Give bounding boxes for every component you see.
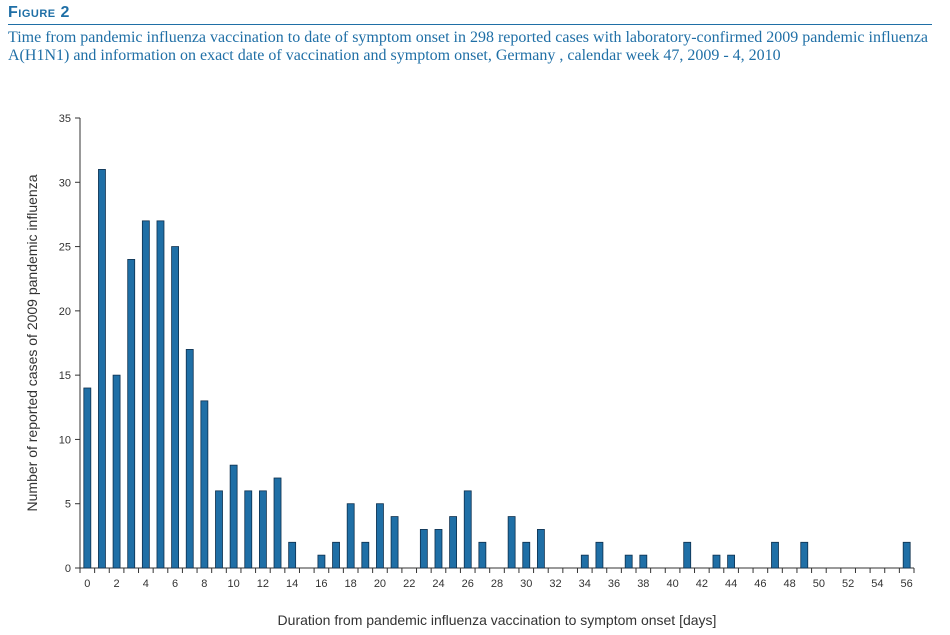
x-tick-label: 4: [143, 578, 149, 590]
x-tick-label: 28: [491, 578, 503, 590]
figure-label: Figure 2: [8, 4, 70, 21]
bar-day-34: [580, 554, 589, 569]
bar-day-24: [434, 529, 443, 569]
title-divider: [8, 24, 932, 25]
x-tick-label: 34: [579, 578, 591, 590]
bar-day-6: [171, 246, 180, 569]
bar-day-27: [478, 541, 487, 569]
bar-day-44: [727, 554, 736, 569]
bar-day-29: [507, 516, 516, 569]
x-tick-label: 50: [813, 578, 825, 590]
x-tick-label: 24: [432, 578, 444, 590]
bar-day-49: [800, 541, 809, 569]
x-tick-label: 22: [403, 578, 415, 590]
x-tick-label: 38: [637, 578, 649, 590]
x-tick-label: 16: [315, 578, 327, 590]
bar-day-8: [200, 400, 209, 569]
x-tick-label: 20: [374, 578, 386, 590]
bar-day-1: [98, 169, 106, 569]
x-tick-label: 18: [345, 578, 357, 590]
bar-day-23: [419, 529, 428, 569]
x-tick-label: 0: [84, 578, 90, 590]
bar-day-19: [361, 541, 370, 569]
bar-day-14: [288, 541, 297, 569]
bar-day-13: [273, 477, 282, 569]
x-tick-label: 36: [608, 578, 620, 590]
x-tick-label: 56: [901, 578, 913, 590]
x-tick-label: 54: [871, 578, 883, 590]
y-tick-label: 5: [65, 499, 71, 511]
x-tick-label: 26: [462, 578, 474, 590]
bar-day-43: [712, 554, 721, 569]
bar-day-7: [185, 349, 194, 569]
x-tick-label: 30: [520, 578, 532, 590]
y-tick-label: 10: [59, 434, 71, 446]
bar-day-18: [346, 503, 355, 569]
bar-day-10: [229, 464, 238, 569]
x-tick-label: 40: [666, 578, 678, 590]
x-tick-label: 6: [172, 578, 178, 590]
bar-day-11: [244, 490, 253, 569]
bar-day-37: [624, 554, 633, 569]
y-tick-label: 15: [59, 370, 71, 382]
bar-day-12: [258, 490, 267, 569]
bar-day-56: [902, 541, 911, 569]
x-tick-label: 2: [114, 578, 120, 590]
bar-day-2: [112, 374, 121, 569]
x-tick-label: 32: [549, 578, 561, 590]
x-tick-label: 48: [784, 578, 796, 590]
x-tick-label: 12: [257, 578, 269, 590]
x-tick-label: 46: [754, 578, 766, 590]
bar-day-25: [449, 516, 458, 569]
y-tick-label: 20: [59, 306, 71, 318]
y-tick-label: 25: [59, 242, 71, 254]
bar-day-4: [141, 220, 150, 569]
x-tick-label: 52: [842, 578, 854, 590]
x-tick-label: 8: [201, 578, 207, 590]
x-tick-label: 44: [725, 578, 737, 590]
bar-day-0: [83, 387, 92, 569]
bar-day-5: [156, 220, 165, 569]
bar-day-26: [463, 490, 472, 569]
bar-day-16: [317, 554, 326, 569]
x-axis-title: Duration from pandemic influenza vaccina…: [278, 612, 717, 628]
bar-day-20: [376, 503, 384, 569]
x-tick-label: 42: [696, 578, 708, 590]
y-tick-label: 35: [59, 113, 71, 125]
bar-day-17: [332, 541, 340, 569]
y-tick-label: 0: [65, 563, 71, 575]
x-tick-label: 10: [228, 578, 240, 590]
bar-day-47: [771, 541, 779, 569]
y-axis-title: Number of reported cases of 2009 pandemi…: [24, 174, 40, 511]
bar-day-31: [536, 529, 545, 569]
bar-day-3: [127, 259, 136, 569]
bar-day-30: [522, 541, 531, 569]
bar-day-41: [683, 541, 692, 569]
bar-day-38: [639, 554, 648, 569]
bar-day-21: [390, 516, 399, 569]
x-tick-label: 14: [286, 578, 298, 590]
bar-day-9: [215, 490, 223, 569]
figure-title: Time from pandemic influenza vaccination…: [8, 29, 929, 64]
y-tick-label: 30: [59, 177, 71, 189]
bar-day-35: [595, 541, 604, 569]
